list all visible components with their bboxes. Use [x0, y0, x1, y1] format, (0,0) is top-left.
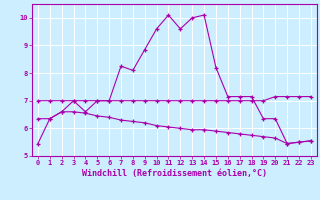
- X-axis label: Windchill (Refroidissement éolien,°C): Windchill (Refroidissement éolien,°C): [82, 169, 267, 178]
